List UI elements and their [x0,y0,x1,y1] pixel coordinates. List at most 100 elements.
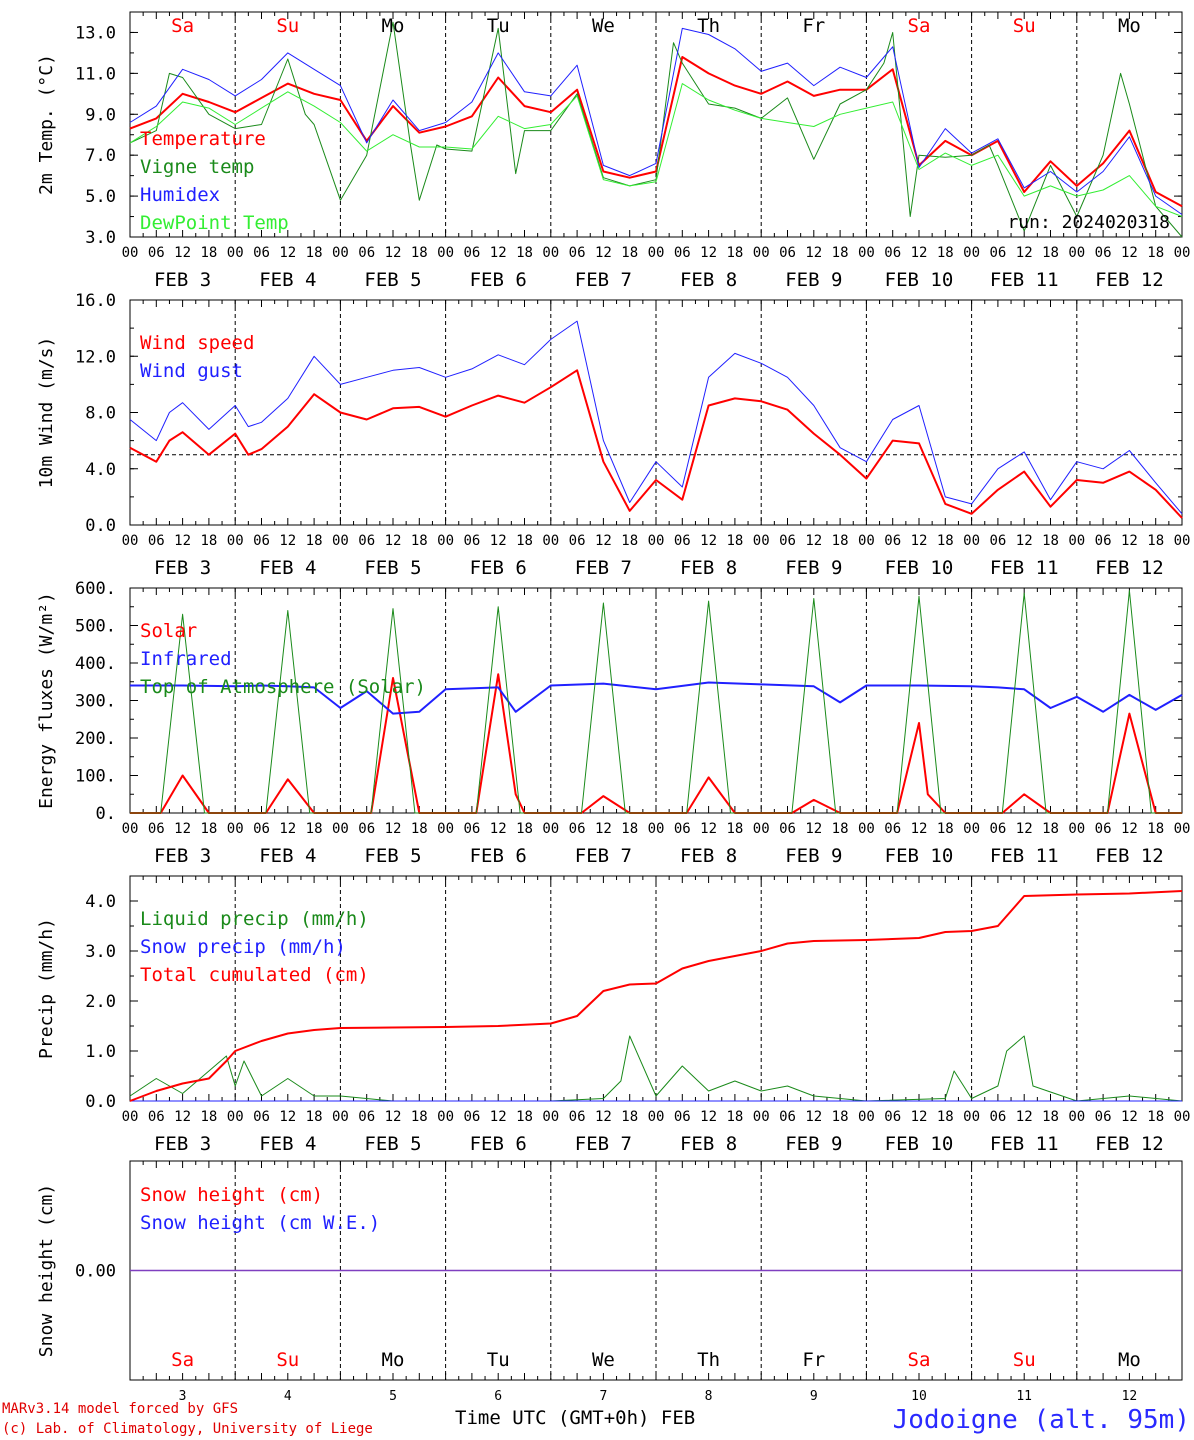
lab-credit: (c) Lab. of Climatology, University of L… [2,1421,373,1437]
hour-label: 06 [358,1109,375,1125]
date-label: FEB 7 [575,1133,632,1155]
hour-label: 12 [490,533,507,549]
hour-label: 06 [674,533,691,549]
hour-label: 06 [148,533,165,549]
y-tick-label: 300. [75,692,116,712]
hour-label: 00 [437,245,454,261]
date-label: FEB 11 [990,557,1059,579]
hour-label: 12 [385,1109,402,1125]
hour-label: 06 [779,245,796,261]
y-tick-label: 0.00 [75,1262,116,1282]
legend-entry: Vigne temp [140,156,254,178]
hour-label: 12 [911,533,928,549]
day-number: 10 [911,1389,927,1404]
legend-entry: Liquid precip (mm/h) [140,908,369,930]
hour-label: 12 [700,1109,717,1125]
day-number: 4 [284,1389,292,1404]
hour-label: 06 [569,245,586,261]
hour-label: 18 [937,1109,954,1125]
hour-label: 18 [726,533,743,549]
weekday-label: Mo [1118,1349,1141,1371]
date-label: FEB 8 [680,269,737,291]
weekday-label: Tu [487,15,510,37]
y-tick-label: 100. [75,767,116,787]
hour-label: 12 [805,533,822,549]
y-tick-label: 0. [96,804,116,824]
day-number: 6 [494,1389,502,1404]
y-tick-label: 8.0 [85,404,116,424]
date-label: FEB 9 [785,1133,842,1155]
date-label: FEB 5 [364,557,421,579]
hour-label: 18 [516,821,533,837]
y-tick-label: 3.0 [85,228,116,248]
date-label: FEB 6 [470,557,527,579]
legend-entry: Snow height (cm) [140,1184,323,1206]
y-tick-label: 16.0 [75,291,116,311]
date-label: FEB 5 [364,269,421,291]
hour-label: 12 [174,245,191,261]
hour-label: 00 [332,1109,349,1125]
hour-label: 00 [1174,245,1191,261]
y-axis-label: Snow height (cm) [36,1184,57,1357]
date-label: FEB 3 [154,557,211,579]
weekday-label: Sa [908,15,931,37]
hour-label: 06 [674,821,691,837]
y-tick-label: 600. [75,579,116,599]
hour-label: 12 [911,1109,928,1125]
hour-label: 12 [805,1109,822,1125]
hour-label: 00 [963,245,980,261]
y-tick-label: 200. [75,729,116,749]
y-axis-label: 2m Temp. (°C) [36,54,57,195]
hour-label: 06 [253,821,270,837]
hour-label: 06 [253,245,270,261]
date-label: FEB 4 [259,269,316,291]
hour-label: 06 [463,245,480,261]
hour-label: 18 [726,1109,743,1125]
weekday-label: Su [1013,1349,1036,1371]
day-number: 8 [705,1389,713,1404]
y-tick-label: 0.0 [85,1092,116,1112]
hour-label: 00 [122,533,139,549]
day-number: 11 [1016,1389,1032,1404]
y-tick-label: 12.0 [75,347,116,367]
hour-label: 06 [989,821,1006,837]
y-tick-label: 5.0 [85,187,116,207]
hour-label: 00 [963,533,980,549]
hour-label: 06 [779,821,796,837]
date-label: FEB 10 [885,1133,954,1155]
y-axis-label: Precip (mm/h) [36,918,57,1059]
day-number: 9 [810,1389,818,1404]
hour-label: 06 [569,821,586,837]
hour-label: 18 [411,821,428,837]
hour-label: 18 [411,533,428,549]
date-label: FEB 5 [364,845,421,867]
date-label: FEB 12 [1095,557,1164,579]
legend-entry: Infrared [140,648,232,670]
hour-label: 12 [595,245,612,261]
hour-label: 06 [674,1109,691,1125]
series-vigne-temp [129,21,1183,238]
weekday-label: We [592,1349,615,1371]
hour-label: 06 [1095,533,1112,549]
y-tick-label: 13.0 [75,23,116,43]
weekday-label: Su [276,15,299,37]
y-tick-label: 4.0 [85,892,116,912]
hour-label: 12 [279,245,296,261]
date-label: FEB 6 [470,1133,527,1155]
hour-label: 18 [621,245,638,261]
hour-label: 12 [490,821,507,837]
date-label: FEB 11 [990,269,1059,291]
hour-label: 06 [148,1109,165,1125]
hour-label: 00 [437,1109,454,1125]
weekday-label: Fr [802,15,825,37]
hour-label: 12 [490,1109,507,1125]
series-wind-speed [129,369,1183,519]
weekday-label: Mo [382,1349,405,1371]
hour-label: 12 [1016,245,1033,261]
hour-label: 00 [227,1109,244,1125]
hour-label: 00 [1174,1109,1191,1125]
hour-label: 06 [884,1109,901,1125]
hour-label: 06 [884,245,901,261]
y-tick-label: 9.0 [85,105,116,125]
